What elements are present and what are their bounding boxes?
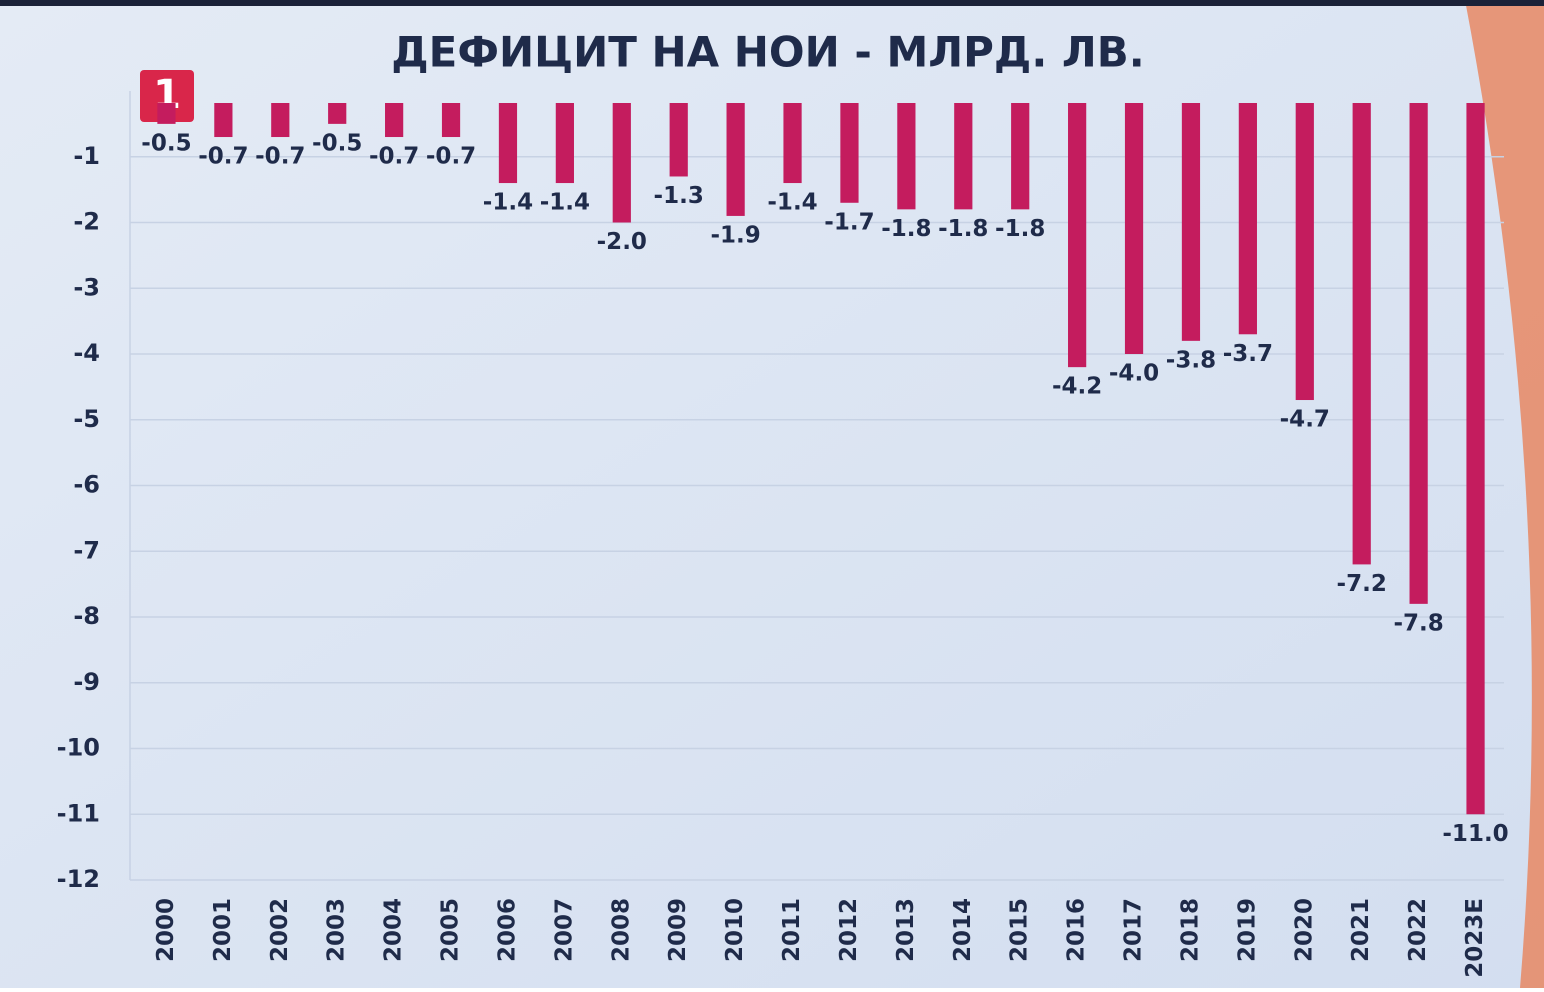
- x-tick-label: 2003: [324, 898, 350, 962]
- x-tick-label: 2022: [1405, 898, 1431, 962]
- x-tick-label: 2006: [494, 898, 520, 962]
- bar: [840, 103, 859, 203]
- bar: [385, 103, 404, 138]
- value-label: -4.7: [1280, 407, 1330, 433]
- y-tick-label: -8: [73, 602, 100, 630]
- bar: [897, 103, 916, 210]
- y-tick-label: -6: [73, 471, 100, 499]
- value-label: -1.4: [483, 190, 533, 216]
- value-label: -1.4: [767, 190, 817, 216]
- y-tick-label: -4: [73, 339, 100, 367]
- y-tick-label: -12: [57, 865, 100, 893]
- x-tick-label: 2004: [381, 898, 407, 962]
- x-tick-label: 2019: [1234, 898, 1260, 962]
- bar: [1409, 103, 1428, 604]
- value-label: -1.4: [540, 190, 590, 216]
- value-label: -4.0: [1109, 361, 1159, 387]
- x-tick-label: 2005: [438, 898, 464, 962]
- value-label: -11.0: [1442, 821, 1508, 847]
- value-label: -0.7: [426, 144, 476, 170]
- value-label: -1.3: [654, 183, 704, 209]
- value-label: -1.7: [824, 209, 874, 235]
- chart-title: ДЕФИЦИТ НА НОИ - МЛРД. ЛВ.: [391, 28, 1145, 77]
- x-tick-label: 2021: [1348, 898, 1374, 962]
- value-label: -1.8: [938, 216, 988, 242]
- value-label: -2.0: [597, 229, 647, 255]
- bar: [1011, 103, 1030, 210]
- x-tick-label: 2007: [551, 898, 577, 962]
- bar: [271, 103, 290, 138]
- value-label: -1.8: [995, 216, 1045, 242]
- value-label: -4.2: [1052, 374, 1102, 400]
- x-tick-label: 2013: [893, 898, 919, 962]
- x-tick-label: 2000: [153, 898, 179, 962]
- x-tick-label: 2014: [950, 898, 976, 962]
- bar: [214, 103, 233, 138]
- value-label: -0.5: [141, 130, 191, 156]
- y-tick-label: -10: [57, 734, 100, 762]
- value-label: -0.5: [312, 130, 362, 156]
- value-label: -1.9: [710, 222, 760, 248]
- value-label: -0.7: [369, 144, 419, 170]
- top-edge: [0, 0, 1544, 6]
- x-tick-label: 2009: [665, 898, 691, 962]
- x-tick-label: 2011: [779, 898, 805, 962]
- bar: [1124, 103, 1144, 354]
- x-tick-label: 2023E: [1462, 898, 1488, 978]
- bar: [1181, 103, 1201, 341]
- bar: [1466, 103, 1485, 815]
- bar: [954, 103, 973, 210]
- x-tick-label: 2012: [836, 898, 862, 962]
- x-tick-label: 2015: [1007, 898, 1033, 962]
- y-tick-label: -1: [73, 142, 100, 170]
- y-tick-label: -3: [73, 273, 100, 301]
- x-tick-label: 2017: [1121, 898, 1147, 962]
- bar: [1238, 103, 1257, 335]
- bar: [328, 103, 347, 124]
- logo-box: [140, 70, 194, 122]
- bar: [441, 103, 461, 138]
- y-tick-label: -5: [73, 405, 100, 433]
- value-label: -1.8: [881, 216, 931, 242]
- bar: [1352, 103, 1371, 565]
- bar: [555, 103, 574, 184]
- x-tick-label: 2001: [210, 898, 236, 962]
- value-label: -3.8: [1166, 347, 1216, 373]
- bar: [1068, 103, 1087, 368]
- x-tick-label: 2016: [1064, 898, 1090, 962]
- x-tick-label: 2020: [1291, 898, 1317, 962]
- x-tick-label: 2002: [267, 898, 293, 962]
- y-tick-label: -7: [73, 536, 100, 564]
- x-tick-label: 2010: [722, 898, 748, 962]
- decoration: [1465, 0, 1544, 988]
- bar: [726, 103, 745, 216]
- bar: [1295, 103, 1314, 401]
- bar: [612, 103, 631, 223]
- y-tick-label: -9: [73, 668, 100, 696]
- y-tick-label: -11: [57, 799, 100, 827]
- value-label: -3.7: [1223, 341, 1273, 367]
- value-label: -7.2: [1337, 571, 1387, 597]
- x-tick-label: 2008: [608, 898, 634, 962]
- value-label: -0.7: [255, 144, 305, 170]
- bar: [783, 103, 802, 184]
- x-tick-label: 2018: [1177, 898, 1203, 962]
- value-label: -7.8: [1393, 610, 1443, 636]
- y-tick-label: -2: [73, 208, 100, 236]
- bar: [498, 103, 518, 184]
- bar: [669, 103, 688, 177]
- bar: [157, 103, 176, 124]
- value-label: -0.7: [198, 144, 248, 170]
